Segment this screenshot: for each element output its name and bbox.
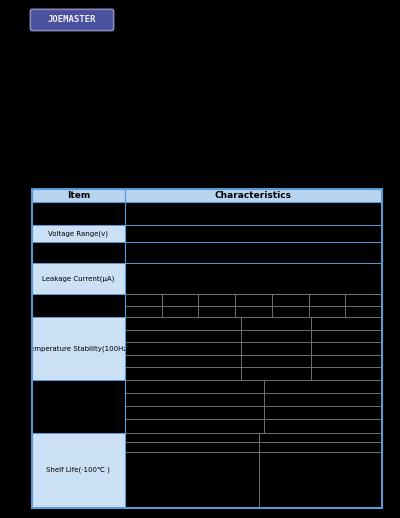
Bar [162,306,198,318]
Bar [32,203,125,225]
Bar [272,306,308,318]
Bar [311,355,382,367]
Bar [32,242,125,263]
Bar [125,342,240,355]
Bar [311,342,382,355]
Bar [125,318,240,330]
Bar [264,406,382,420]
Bar [311,330,382,342]
Bar [125,367,240,380]
Bar [345,294,382,306]
Bar [32,189,125,203]
Bar [125,393,264,406]
Bar [125,442,258,452]
Bar [264,393,382,406]
FancyBboxPatch shape [30,9,114,31]
Text: Characteristics: Characteristics [215,191,292,200]
Bar [125,452,258,508]
Bar [240,330,311,342]
Text: Voltage Range(v): Voltage Range(v) [48,231,108,237]
Bar [311,367,382,380]
Bar [240,318,311,330]
Text: Temperature Stability(100Hz): Temperature Stability(100Hz) [27,346,130,352]
Bar [125,406,264,420]
Bar [258,442,382,452]
Bar [264,420,382,433]
Bar [125,355,240,367]
Bar [32,263,125,294]
Text: Item: Item [67,191,90,200]
Bar [125,306,162,318]
Text: JOEMASTER: JOEMASTER [48,16,96,24]
Bar [198,306,235,318]
Text: Shelf Life(·100℃ ): Shelf Life(·100℃ ) [46,467,110,473]
Bar [125,380,264,393]
Bar [345,306,382,318]
Bar [125,420,264,433]
Bar [125,189,382,203]
Bar [125,294,162,306]
Bar [258,452,382,508]
Bar [32,433,125,508]
Bar [125,225,382,242]
Bar [125,242,382,263]
Bar [125,433,258,442]
Bar [311,318,382,330]
Bar [258,433,382,442]
Bar [308,306,345,318]
Bar [264,380,382,393]
Bar [32,380,125,433]
Bar [125,203,382,225]
Bar [240,355,311,367]
Bar [272,294,308,306]
Bar [32,189,382,508]
Bar [32,294,125,318]
Bar [235,294,272,306]
Bar [240,367,311,380]
Bar [32,225,125,242]
Bar [198,294,235,306]
Bar [240,342,311,355]
Bar [162,294,198,306]
Text: Leakage Current(μA): Leakage Current(μA) [42,275,114,282]
Bar [32,318,125,380]
Bar [235,306,272,318]
Bar [125,263,382,294]
Bar [125,330,240,342]
Bar [308,294,345,306]
